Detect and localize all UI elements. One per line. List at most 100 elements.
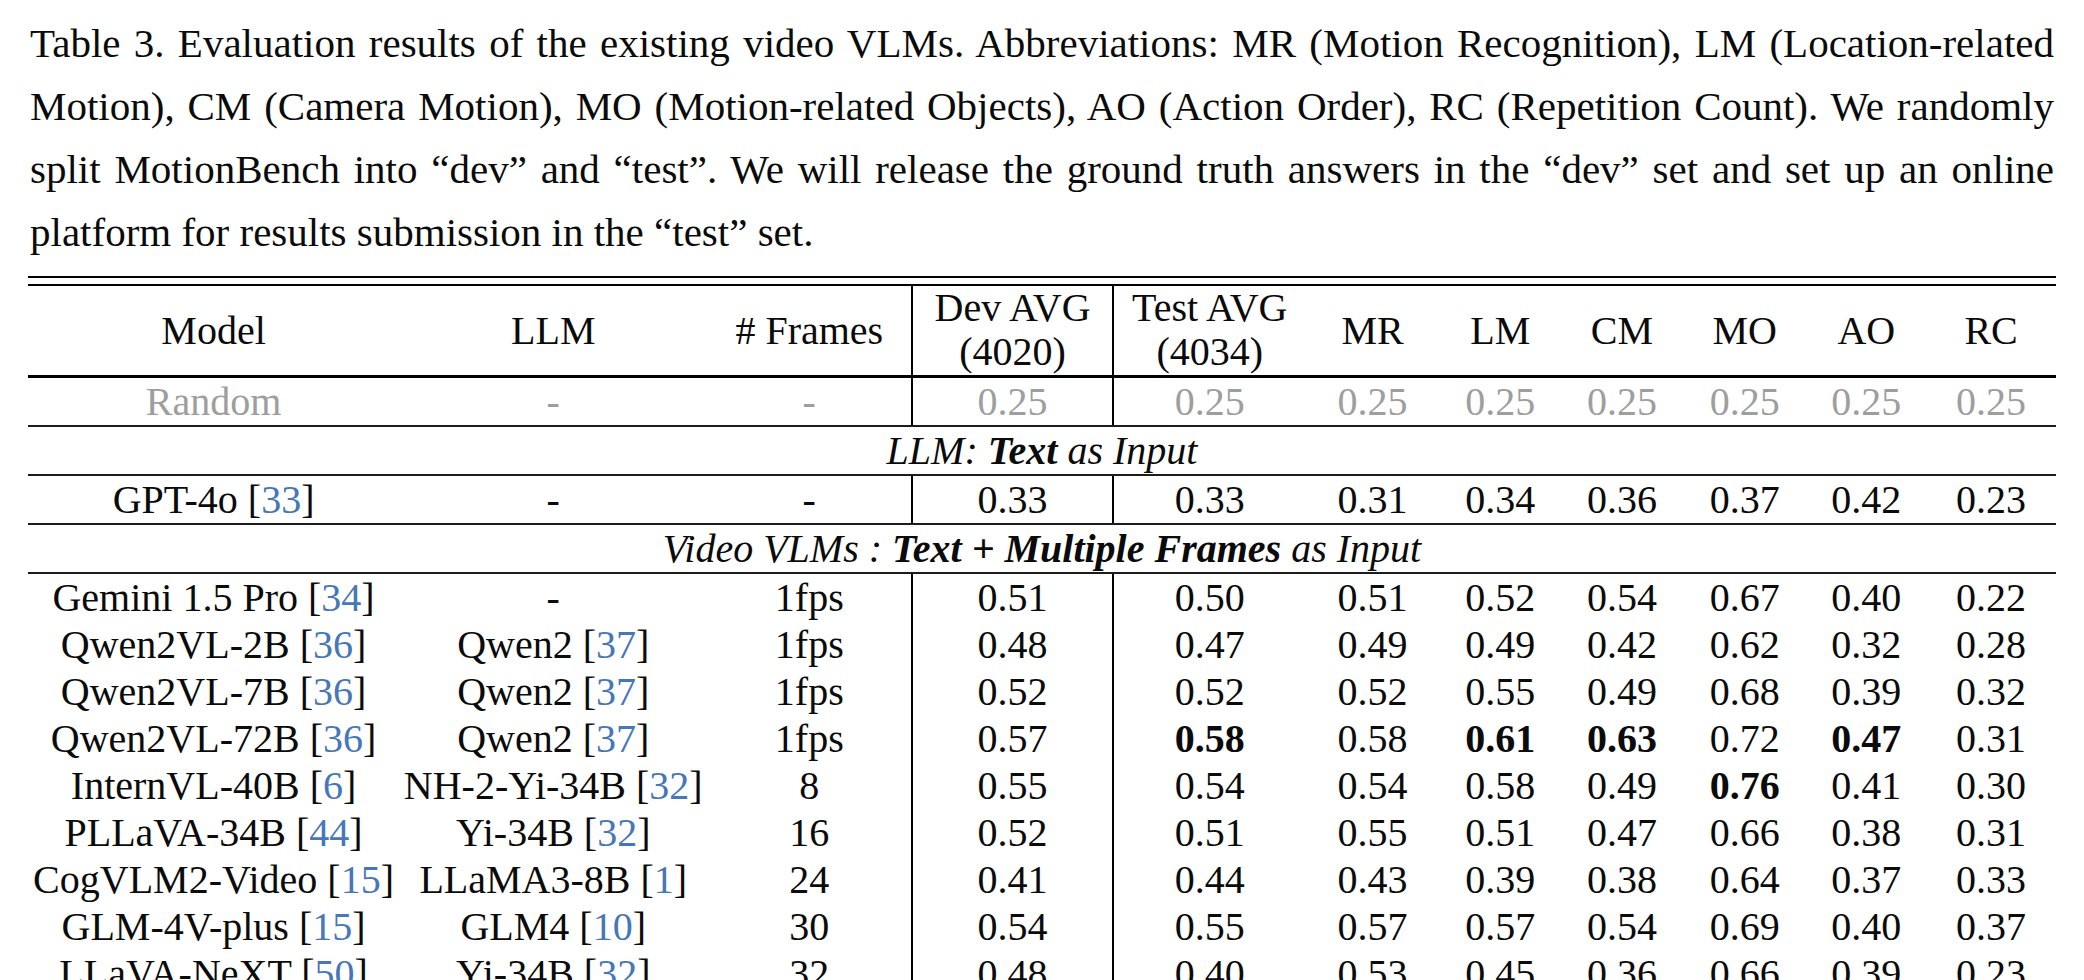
- frames-cell: -: [707, 475, 912, 524]
- citation-link[interactable]: 15: [312, 904, 352, 949]
- value-cell: 0.63: [1561, 715, 1683, 762]
- citation-link[interactable]: 50: [314, 951, 354, 980]
- table-row: GPT-4o [33]--0.330.330.310.340.360.370.4…: [28, 475, 2056, 524]
- value-cell: 0.66: [1683, 950, 1807, 980]
- value-cell: 0.40: [1807, 903, 1927, 950]
- results-table-wrap: Model LLM # Frames Dev AVG(4020) Test AV…: [28, 276, 2056, 980]
- value-cell: 0.51: [912, 573, 1113, 621]
- llm-cell: Qwen2 [37]: [399, 715, 707, 762]
- llm-cell: NH-2-Yi-34B [32]: [399, 762, 707, 809]
- model-cell: Qwen2VL-72B [36]: [28, 715, 399, 762]
- value-cell: 0.33: [1113, 475, 1306, 524]
- value-cell: 0.55: [1439, 668, 1561, 715]
- value-cell: 0.36: [1561, 475, 1683, 524]
- citation-link[interactable]: 36: [313, 669, 353, 714]
- value-cell: 0.68: [1683, 668, 1807, 715]
- citation-link[interactable]: 34: [321, 575, 361, 620]
- value-cell: 0.23: [1926, 475, 2056, 524]
- frames-cell: 1fps: [707, 715, 912, 762]
- table-row: GLM-4V-plus [15]GLM4 [10]300.540.550.570…: [28, 903, 2056, 950]
- value-cell: 0.64: [1683, 856, 1807, 903]
- col-header-cm: CM: [1561, 285, 1683, 377]
- citation-link[interactable]: 37: [596, 669, 636, 714]
- value-cell: 0.33: [912, 475, 1113, 524]
- value-cell: 0.25: [1439, 377, 1561, 427]
- citation-link[interactable]: 37: [596, 622, 636, 667]
- citation-link[interactable]: 36: [313, 622, 353, 667]
- value-cell: 0.45: [1439, 950, 1561, 980]
- value-cell: 0.54: [1561, 573, 1683, 621]
- value-cell: 0.55: [1113, 903, 1306, 950]
- value-cell: 0.52: [1439, 573, 1561, 621]
- section-header-bold-text: Text + Multiple Frames: [892, 526, 1281, 571]
- value-cell: 0.52: [912, 668, 1113, 715]
- citation-link[interactable]: 37: [596, 716, 636, 761]
- value-cell: 0.33: [1926, 856, 2056, 903]
- value-cell: 0.47: [1807, 715, 1927, 762]
- table-row: Qwen2VL-7B [36]Qwen2 [37]1fps0.520.520.5…: [28, 668, 2056, 715]
- llm-cell: Yi-34B [32]: [399, 809, 707, 856]
- value-cell: 0.41: [1807, 762, 1927, 809]
- value-cell: 0.38: [1561, 856, 1683, 903]
- value-cell: 0.48: [912, 950, 1113, 980]
- value-cell: 0.52: [1306, 668, 1440, 715]
- citation-link[interactable]: 15: [341, 857, 381, 902]
- section-header-row: LLM: Text as Input: [28, 426, 2056, 475]
- frames-cell: 32: [707, 950, 912, 980]
- frames-cell: 30: [707, 903, 912, 950]
- value-cell: 0.66: [1683, 809, 1807, 856]
- value-cell: 0.47: [1561, 809, 1683, 856]
- value-cell: 0.31: [1926, 809, 2056, 856]
- model-cell: PLLaVA-34B [44]: [28, 809, 399, 856]
- value-cell: 0.25: [1926, 377, 2056, 427]
- value-cell: 0.54: [1306, 762, 1440, 809]
- value-cell: 0.40: [1113, 950, 1306, 980]
- value-cell: 0.57: [1306, 903, 1440, 950]
- table-row: PLLaVA-34B [44]Yi-34B [32]160.520.510.55…: [28, 809, 2056, 856]
- col-header-mr: MR: [1306, 285, 1440, 377]
- col-header-dev-avg: Dev AVG(4020): [912, 285, 1113, 377]
- model-cell: GPT-4o [33]: [28, 475, 399, 524]
- value-cell: 0.58: [1439, 762, 1561, 809]
- value-cell: 0.40: [1807, 573, 1927, 621]
- model-cell: CogVLM2-Video [15]: [28, 856, 399, 903]
- value-cell: 0.25: [1807, 377, 1927, 427]
- citation-link[interactable]: 1: [654, 857, 674, 902]
- citation-link[interactable]: 44: [309, 810, 349, 855]
- citation-link[interactable]: 32: [597, 951, 637, 980]
- model-cell: Gemini 1.5 Pro [34]: [28, 573, 399, 621]
- value-cell: 0.37: [1807, 856, 1927, 903]
- value-cell: 0.37: [1683, 475, 1807, 524]
- frames-cell: 24: [707, 856, 912, 903]
- citation-link[interactable]: 10: [593, 904, 633, 949]
- table-row: LLaVA-NeXT [50]Yi-34B [32]320.480.400.53…: [28, 950, 2056, 980]
- col-header-model: Model: [28, 285, 399, 377]
- col-header-llm: LLM: [399, 285, 707, 377]
- value-cell: 0.54: [912, 903, 1113, 950]
- value-cell: 0.49: [1439, 621, 1561, 668]
- col-header-lm: LM: [1439, 285, 1561, 377]
- value-cell: 0.32: [1807, 621, 1927, 668]
- value-cell: 0.38: [1807, 809, 1927, 856]
- table-row: CogVLM2-Video [15]LLaMA3-8B [1]240.410.4…: [28, 856, 2056, 903]
- citation-link[interactable]: 32: [649, 763, 689, 808]
- citation-link[interactable]: 32: [597, 810, 637, 855]
- value-cell: 0.54: [1113, 762, 1306, 809]
- value-cell: 0.25: [1561, 377, 1683, 427]
- model-cell: Random: [28, 377, 399, 427]
- value-cell: 0.49: [1561, 668, 1683, 715]
- model-cell: Qwen2VL-2B [36]: [28, 621, 399, 668]
- citation-link[interactable]: 6: [323, 763, 343, 808]
- value-cell: 0.62: [1683, 621, 1807, 668]
- value-cell: 0.69: [1683, 903, 1807, 950]
- frames-cell: 1fps: [707, 573, 912, 621]
- model-cell: LLaVA-NeXT [50]: [28, 950, 399, 980]
- model-cell: InternVL-40B [6]: [28, 762, 399, 809]
- citation-link[interactable]: 33: [261, 477, 301, 522]
- value-cell: 0.67: [1683, 573, 1807, 621]
- random-baseline-row: Random--0.250.250.250.250.250.250.250.25: [28, 377, 2056, 427]
- value-cell: 0.31: [1306, 475, 1440, 524]
- citation-link[interactable]: 36: [323, 716, 363, 761]
- paper-page: Table 3. Evaluation results of the exist…: [0, 0, 2084, 980]
- model-cell: GLM-4V-plus [15]: [28, 903, 399, 950]
